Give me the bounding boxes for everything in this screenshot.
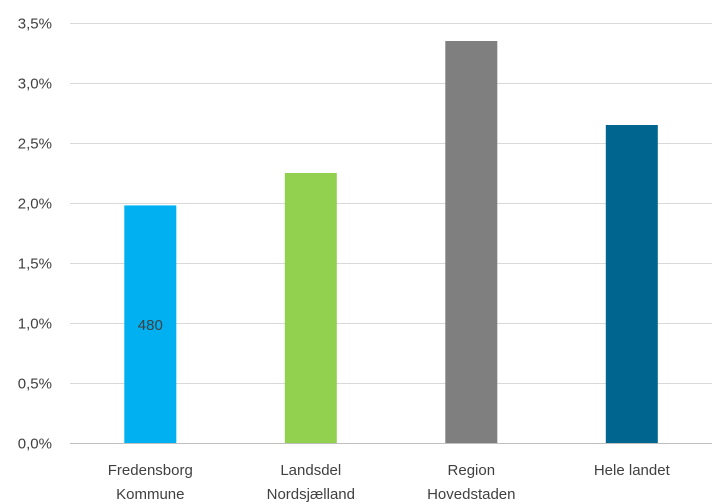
x-category-label: Fredensborg — [108, 462, 193, 479]
y-tick-label: 0,0% — [18, 436, 52, 453]
x-category-label: Region — [448, 462, 496, 479]
bar — [605, 125, 658, 443]
x-axis-category-labels: Fredensborg Kommune Landsdel Nordsjælland Re… — [108, 462, 671, 503]
x-category-label: Nordsjælland — [267, 486, 355, 503]
bar — [124, 205, 177, 443]
y-tick-label: 3,5% — [18, 16, 52, 33]
y-tick-label: 3,0% — [18, 76, 52, 93]
x-category-label: Hovedstaden — [427, 486, 515, 503]
x-category-label: Hele landet — [594, 462, 671, 479]
x-category-label: Landsdel — [280, 462, 341, 479]
y-tick-label: 1,5% — [18, 256, 52, 273]
y-tick-label: 0,5% — [18, 376, 52, 393]
data-label: 480 — [138, 317, 163, 334]
bars — [124, 41, 658, 443]
y-tick-label: 1,0% — [18, 316, 52, 333]
bar — [445, 41, 498, 443]
bar — [284, 173, 337, 443]
grid-lines — [70, 23, 712, 444]
y-axis-tick-labels: 0,0% 0,5% 1,0% 1,5% 2,0% 2,5% 3,0% 3,5% — [18, 16, 52, 453]
y-tick-label: 2,0% — [18, 196, 52, 213]
data-labels: 480 — [138, 317, 163, 334]
x-category-label: Kommune — [116, 486, 184, 503]
y-tick-label: 2,5% — [18, 136, 52, 153]
